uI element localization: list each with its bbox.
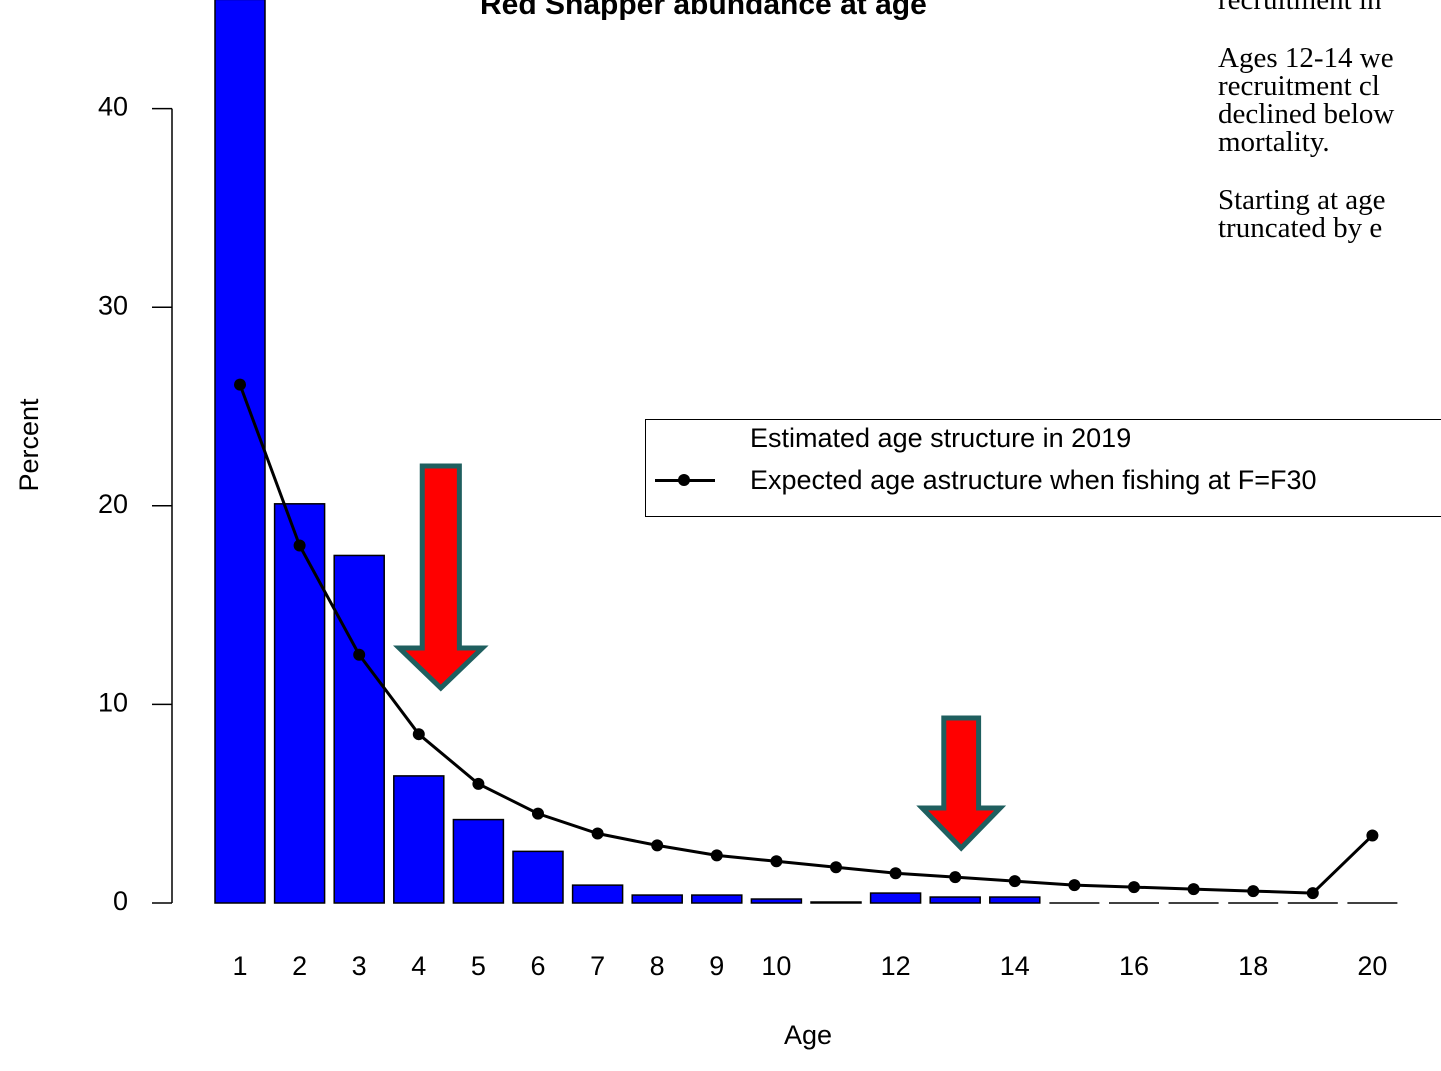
expected-point-age-2 (293, 539, 306, 552)
expected-point-age-12 (889, 867, 902, 880)
legend-swatch-dot (678, 474, 690, 486)
legend-label-bars: Estimated age structure in 2019 (750, 423, 1132, 453)
x-tick-label: 20 (1357, 951, 1387, 981)
x-tick-label: 2 (292, 951, 307, 981)
expected-point-age-13 (949, 871, 962, 884)
x-axis: 1 2 3 4 5 6 7 8 9 10 12 14 16 18 20 (232, 951, 1387, 981)
expected-point-age-1 (234, 378, 246, 391)
x-tick-label: 3 (352, 951, 367, 981)
bar-age-2 (273, 503, 326, 904)
expected-point-age-3 (353, 648, 366, 661)
y-axis-title: Percent (14, 398, 44, 492)
bar-age-10 (750, 898, 803, 904)
bar-age-8 (631, 894, 683, 904)
x-tick-label: 1 (232, 951, 247, 981)
x-tick-label: 16 (1119, 951, 1149, 981)
expected-point-age-14 (1008, 875, 1021, 888)
y-tick-label: 0 (113, 886, 128, 916)
expected-point-age-17 (1187, 883, 1200, 896)
x-tick-label: 18 (1238, 951, 1268, 981)
x-tick-label: 7 (590, 951, 605, 981)
expected-point-age-20 (1366, 829, 1379, 842)
y-tick-label: 30 (98, 290, 128, 320)
x-tick-label: 5 (471, 951, 486, 981)
x-tick-label: 8 (650, 951, 665, 981)
x-tick-label: 6 (530, 951, 545, 981)
bar-age-9 (691, 894, 743, 904)
bar-age-11 (810, 901, 862, 904)
expected-point-age-7 (591, 827, 604, 840)
bar-age-13 (929, 896, 981, 904)
expected-point-age-6 (532, 807, 544, 820)
y-axis: 0 10 20 30 40 (98, 92, 173, 916)
bar-age-12 (869, 892, 922, 904)
expected-line (238, 384, 1374, 895)
expected-point-age-18 (1247, 885, 1260, 898)
legend-label-line: Expected age astructure when fishing at … (750, 465, 1317, 495)
expected-point-age-16 (1128, 881, 1140, 894)
side-text-line-2: Ages 12-14 we recruitment cl declined be… (1218, 42, 1395, 158)
side-text-line-3: Starting at age truncated by e (1218, 184, 1386, 244)
x-tick-label: 10 (761, 951, 791, 981)
legend-swatch-square (679, 432, 693, 446)
side-text: recruitment in Ages 12-14 we recruitment… (1218, 0, 1441, 272)
expected-point-age-5 (472, 777, 485, 790)
side-text-line-1: recruitment in (1218, 0, 1382, 16)
legend: Estimated age structure in 2019 Expected… (645, 419, 1441, 517)
expected-point-age-4 (412, 728, 425, 741)
x-tick-label: 14 (1000, 951, 1030, 981)
x-tick-label: 12 (881, 951, 911, 981)
red-arrow-age-13 (916, 715, 1007, 852)
expected-point-age-8 (651, 839, 664, 852)
bar-age-3 (333, 554, 385, 904)
chart-title: Red Snapper abundance at age (480, 0, 927, 21)
y-tick-label: 40 (98, 92, 128, 122)
bar-age-1 (214, 0, 266, 904)
expected-point-age-10 (770, 855, 783, 868)
expected-point-age-11 (830, 861, 842, 874)
x-tick-label: 4 (411, 951, 426, 981)
bar-age-5 (452, 818, 505, 904)
plot-area (214, 0, 1398, 904)
y-tick-label: 20 (98, 489, 128, 519)
red-arrow-age-4 (392, 463, 489, 692)
x-axis-title: Age (784, 1020, 832, 1050)
x-tick-label: 9 (709, 951, 724, 981)
bar-age-14 (989, 896, 1041, 904)
expected-point-age-15 (1068, 879, 1081, 892)
y-tick-label: 10 (98, 688, 128, 718)
bar-age-4 (393, 775, 445, 904)
expected-point-age-9 (710, 849, 723, 862)
bar-age-7 (571, 884, 624, 904)
expected-point-age-19 (1306, 887, 1319, 900)
bar-age-6 (512, 850, 564, 904)
